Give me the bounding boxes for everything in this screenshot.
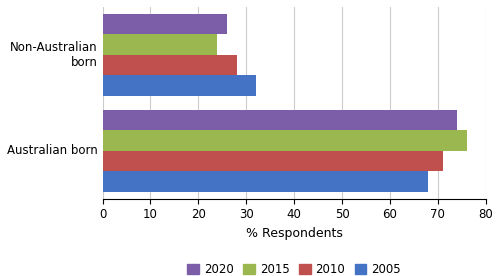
Legend: 2020, 2015, 2010, 2005: 2020, 2015, 2010, 2005 [182, 258, 406, 276]
Bar [102, 55, 236, 75]
Bar [102, 130, 467, 151]
Bar [102, 14, 227, 34]
X-axis label: % Respondents: % Respondents [246, 227, 342, 240]
Bar [102, 75, 256, 96]
Bar [102, 151, 442, 171]
Bar [102, 110, 457, 130]
Bar [102, 34, 218, 55]
Bar [102, 171, 428, 192]
